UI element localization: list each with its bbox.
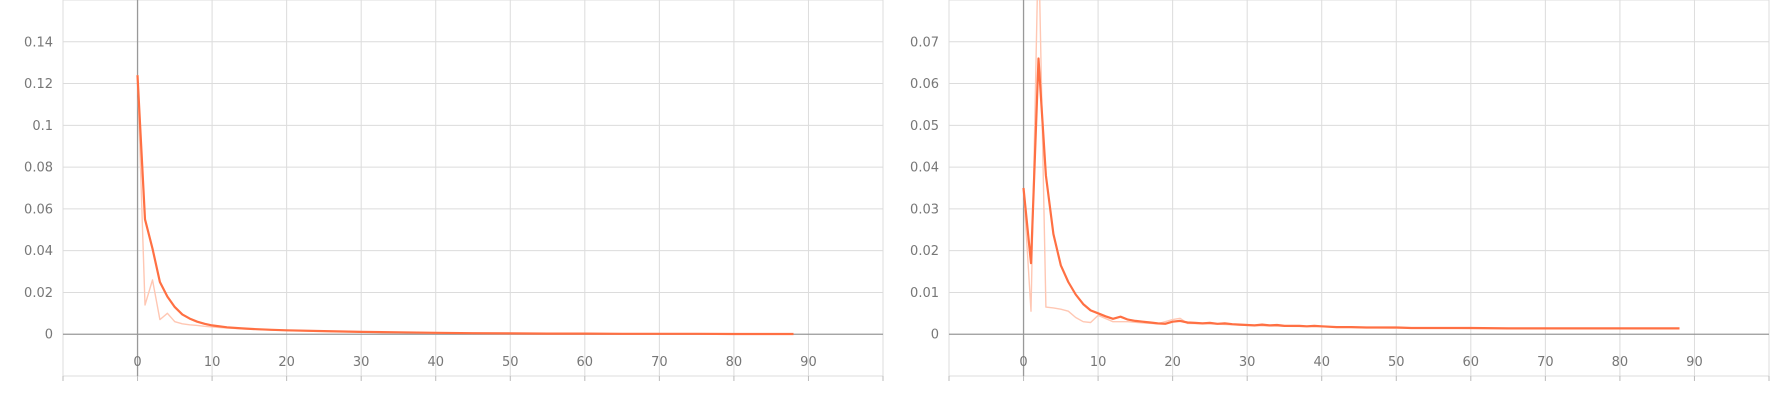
x-tick-label: 40: [1313, 355, 1330, 370]
smoothed-series-line: [136, 75, 794, 336]
x-tick-label: 50: [502, 355, 519, 370]
y-tick-label: 0.02: [910, 244, 939, 259]
x-tick-label: 80: [726, 355, 743, 370]
x-tick-label: 90: [1686, 355, 1703, 370]
x-tick-label: 20: [1164, 355, 1181, 370]
y-tick-label: 0.07: [910, 35, 939, 50]
y-tick-label: 0.01: [910, 286, 939, 301]
x-tick-label: 10: [1090, 355, 1107, 370]
smoothed-series-line: [1022, 57, 1680, 330]
y-tick-label: 0.14: [24, 35, 53, 50]
x-tick-label: 60: [577, 355, 594, 370]
x-tick-label: 0: [1019, 355, 1027, 370]
y-tick-label: 0.04: [24, 244, 53, 259]
line-chart-right: 0 10 20 30 40 50 60 70 80 90 0 0.01 0.02 0.03 0.04 0.05…: [910, 0, 1770, 381]
x-tick-label: 70: [651, 355, 668, 370]
y-tick-label: 0.08: [24, 161, 53, 176]
raw-series-line: [1022, 0, 1680, 330]
y-tick-label: 0.03: [910, 202, 939, 217]
x-tick-label: 50: [1388, 355, 1405, 370]
raw-series-line: [136, 75, 794, 335]
y-tick-label: 0: [45, 328, 53, 343]
line-chart-left: 0 10 20 30 40 50 60 70 80 90 0 0.02 0.04 0.06 0.08 0.1 0…: [24, 0, 884, 381]
plot-frame: [948, 0, 1770, 377]
y-tick-label: 0.05: [910, 119, 939, 134]
y-tick-label: 0: [931, 328, 939, 343]
x-tick-label: 30: [1239, 355, 1256, 370]
x-tick-label: 10: [204, 355, 221, 370]
x-tick-label: 0: [133, 355, 141, 370]
plot-frame: [62, 0, 884, 377]
y-tick-label: 0.12: [24, 77, 53, 92]
x-tick-label: 60: [1463, 355, 1480, 370]
x-tick-label: 80: [1612, 355, 1629, 370]
x-tick-label: 20: [278, 355, 295, 370]
x-tick-label: 30: [353, 355, 370, 370]
y-tick-label: 0.06: [24, 202, 53, 217]
y-tick-label: 0.1: [32, 119, 53, 134]
x-tick-label: 90: [800, 355, 817, 370]
x-tick-label: 40: [427, 355, 444, 370]
x-tick-label: 70: [1537, 355, 1554, 370]
y-tick-label: 0.04: [910, 161, 939, 176]
y-tick-label: 0.06: [910, 77, 939, 92]
y-tick-label: 0.02: [24, 286, 53, 301]
